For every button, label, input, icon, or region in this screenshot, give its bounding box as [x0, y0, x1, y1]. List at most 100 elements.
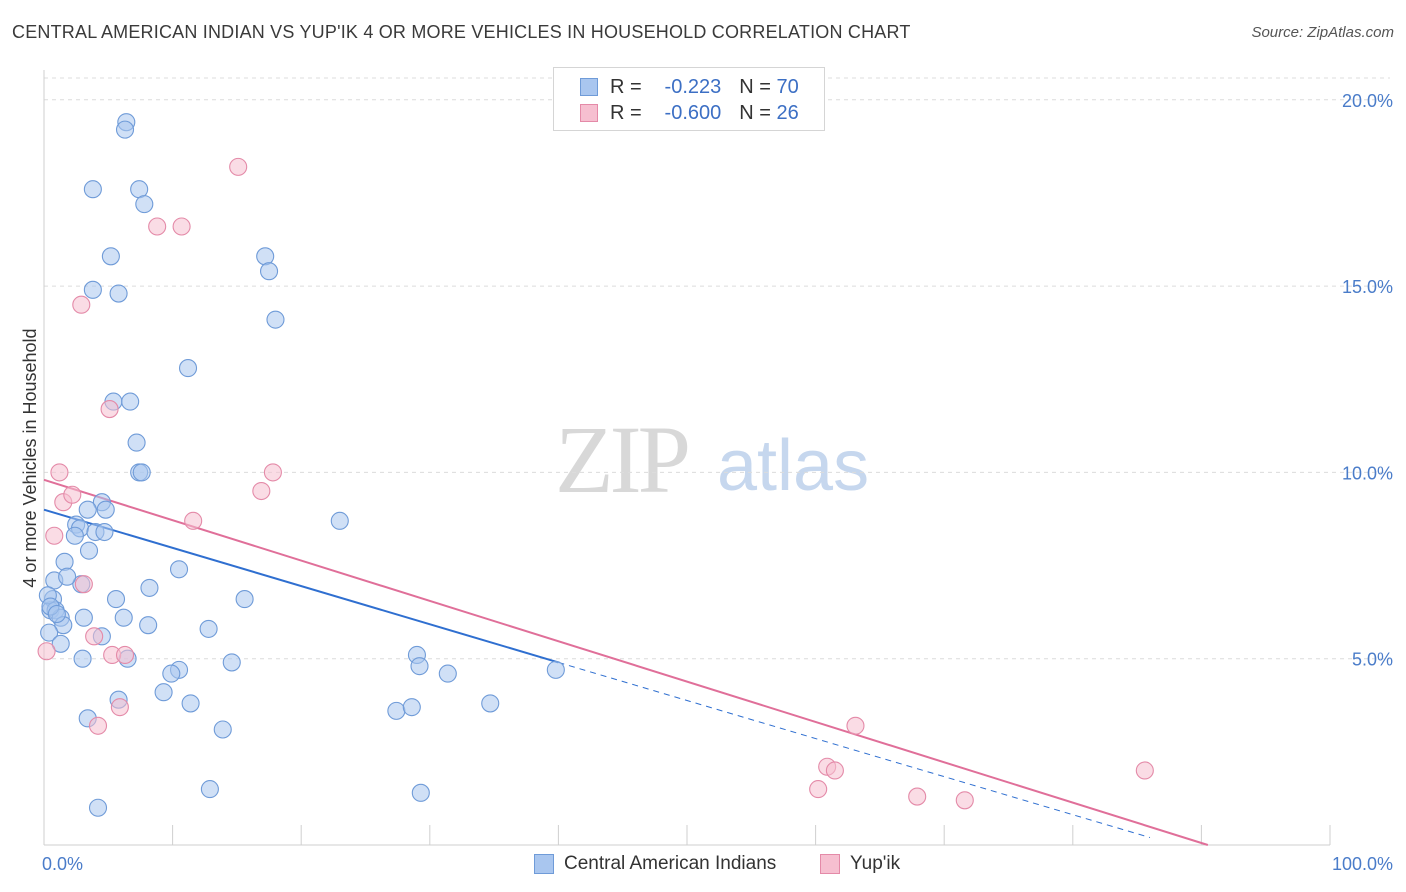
trend-line-central-american-indians [43, 508, 559, 664]
point-central-american-indians [256, 247, 275, 266]
point-yupik [72, 295, 91, 314]
point-yupik [252, 481, 271, 501]
r-label: R = [610, 101, 642, 124]
axes [43, 70, 1331, 846]
point-yupik [115, 645, 135, 665]
trend-lines [43, 478, 1209, 846]
point-central-american-indians [74, 608, 93, 627]
point-yupik [148, 217, 167, 236]
y-tick-label: 10.0% [1342, 463, 1393, 483]
point-central-american-indians [330, 511, 349, 530]
point-yupik [184, 511, 203, 530]
point-central-american-indians [235, 590, 254, 609]
point-central-american-indians [199, 619, 218, 638]
point-yupik [908, 787, 927, 806]
point-central-american-indians [438, 664, 457, 683]
point-yupik [1135, 761, 1154, 780]
n-value: 26 [776, 101, 799, 124]
point-central-american-indians [95, 522, 114, 542]
point-central-american-indians [55, 552, 74, 571]
point-central-american-indians [127, 433, 146, 452]
point-yupik [110, 698, 129, 717]
point-central-american-indians [481, 694, 500, 713]
point-central-american-indians [78, 500, 97, 519]
x-tick-label-max: 100.0% [1332, 854, 1393, 874]
data-points [37, 113, 1154, 817]
trend-line-extension-central-american-indians [558, 661, 1151, 839]
point-central-american-indians [387, 701, 406, 720]
point-central-american-indians [73, 649, 92, 668]
point-central-american-indians [83, 180, 102, 199]
y-tick-label: 5.0% [1352, 650, 1393, 670]
point-central-american-indians [58, 567, 77, 586]
legend-swatch-blue [534, 854, 554, 874]
n-value: 70 [776, 75, 799, 98]
point-central-american-indians [101, 247, 120, 266]
point-central-american-indians [79, 541, 99, 560]
r-value: -0.223 [664, 75, 722, 98]
point-yupik [45, 526, 64, 545]
point-yupik [825, 761, 844, 780]
point-yupik [846, 716, 865, 735]
point-central-american-indians [96, 500, 115, 519]
watermark: ZIP atlas [555, 406, 869, 513]
legend-label: Yup'ik [850, 853, 901, 874]
point-central-american-indians [181, 694, 200, 713]
point-yupik [100, 400, 119, 419]
legend-item-yupik: Yup'ik [820, 853, 900, 875]
stats-row-central-american-indians: R = -0.223 N = 70 [580, 75, 799, 99]
point-central-american-indians [154, 683, 173, 702]
point-central-american-indians [411, 783, 430, 802]
chart-title: CENTRAL AMERICAN INDIAN VS YUP'IK 4 OR M… [12, 22, 911, 42]
tick-labels: 5.0% 10.0% 15.0% 20.0% 0.0% 100.0% [42, 91, 1393, 874]
r-value: -0.600 [664, 101, 722, 124]
point-central-american-indians [132, 463, 151, 482]
point-yupik [172, 217, 191, 236]
watermark-atlas: atlas [717, 426, 869, 506]
point-central-american-indians [162, 664, 181, 683]
point-central-american-indians [135, 195, 154, 214]
stats-row-yupik: R = -0.600 N = 26 [580, 101, 799, 125]
point-central-american-indians [51, 634, 70, 653]
point-central-american-indians [121, 392, 140, 411]
point-central-american-indians [47, 604, 66, 624]
legend-swatch-pink [580, 104, 598, 122]
legend-swatch-pink [820, 854, 840, 874]
y-tick-label: 20.0% [1342, 91, 1393, 111]
chart-source: Source: ZipAtlas.com [1251, 24, 1394, 41]
point-central-american-indians [114, 608, 133, 627]
series-legend: Central American Indians Yup'ik [0, 850, 1406, 880]
point-yupik [955, 791, 974, 810]
point-yupik [50, 463, 69, 482]
r-label: R = [610, 75, 642, 98]
point-yupik [88, 716, 108, 735]
stats-legend: R = -0.223 N = 70 R = -0.600 N = 26 [553, 67, 825, 131]
point-central-american-indians [139, 616, 158, 635]
n-label: N = [739, 75, 771, 98]
y-axis-label: 4 or more Vehicles in Household [20, 328, 40, 587]
point-yupik [263, 463, 282, 482]
watermark-zip: ZIP [555, 406, 688, 513]
point-central-american-indians [88, 798, 108, 817]
point-central-american-indians [402, 698, 421, 717]
point-central-american-indians [65, 526, 84, 545]
point-central-american-indians [109, 284, 128, 303]
point-central-american-indians [546, 660, 565, 679]
point-yupik [74, 575, 93, 594]
point-central-american-indians [178, 359, 198, 378]
x-tick-label-min: 0.0% [42, 854, 83, 874]
legend-label: Central American Indians [564, 853, 777, 874]
point-yupik [63, 485, 82, 504]
point-central-american-indians [259, 262, 279, 281]
legend-swatch-blue [580, 78, 598, 96]
trend-line-yupik [43, 478, 1209, 846]
point-central-american-indians [266, 310, 285, 329]
y-tick-label: 15.0% [1342, 277, 1393, 297]
point-central-american-indians [40, 623, 59, 642]
point-central-american-indians [140, 578, 159, 597]
n-label: N = [739, 101, 771, 124]
point-central-american-indians [115, 120, 135, 139]
point-central-american-indians [200, 780, 219, 799]
legend-item-central-american-indians: Central American Indians [534, 853, 776, 875]
